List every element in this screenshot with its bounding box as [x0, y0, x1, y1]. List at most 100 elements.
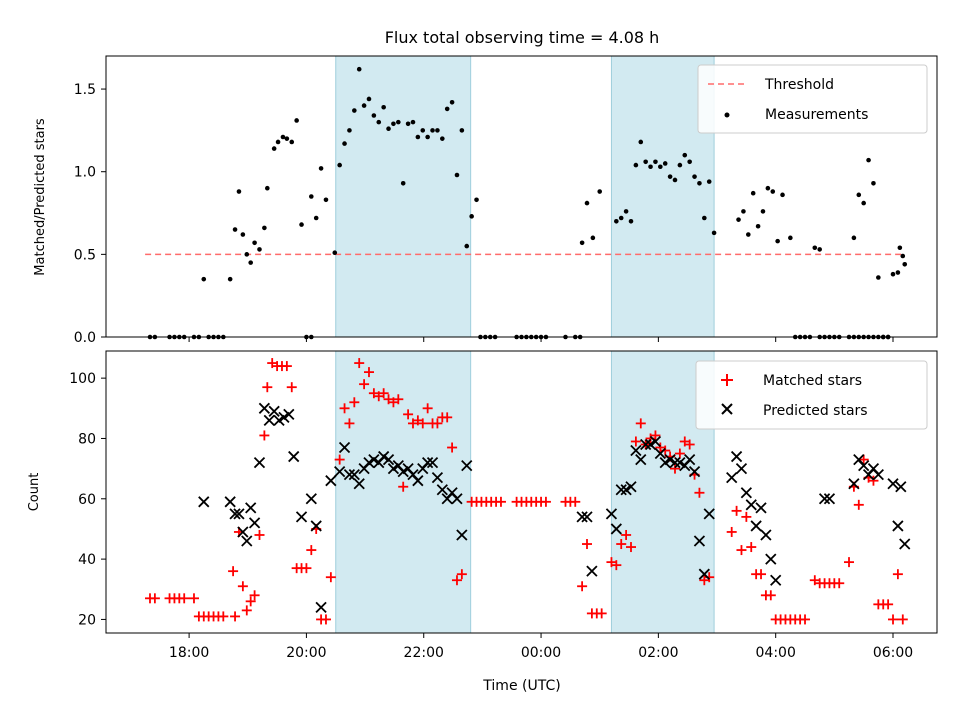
predicted-point — [245, 502, 257, 514]
predicted-point — [456, 529, 468, 541]
measurement-point — [662, 161, 668, 166]
predicted-point — [649, 435, 662, 448]
predicted-point — [224, 496, 236, 508]
measurement-point — [454, 172, 460, 178]
measurement-point — [861, 200, 866, 206]
predicted-point — [630, 444, 642, 457]
predicted-point — [895, 481, 907, 493]
matched-point — [218, 611, 229, 622]
predicted-point — [625, 481, 637, 493]
matched-point — [746, 542, 757, 553]
measurement-point — [464, 243, 470, 249]
matched-point — [756, 569, 767, 580]
matched-point — [259, 430, 270, 441]
measurement-point — [643, 159, 648, 165]
measurement-point — [770, 189, 776, 194]
measurement-point — [236, 189, 242, 194]
measurement-point — [741, 209, 746, 214]
legend-predicted-label: Predicted stars — [763, 403, 868, 419]
matched-point — [249, 590, 260, 601]
predicted-point — [248, 517, 261, 529]
predicted-point — [693, 535, 706, 547]
measurement-point — [638, 139, 644, 145]
matched-point — [834, 578, 845, 589]
measurement-point — [232, 227, 238, 232]
measurement-point — [366, 96, 372, 102]
predicted-point — [684, 453, 696, 466]
predicted-point — [755, 502, 767, 514]
predicted-point — [823, 493, 836, 505]
measurement-point — [252, 240, 257, 246]
measurement-point — [706, 179, 712, 184]
y-tick-label: 0.0 — [74, 330, 96, 346]
x-tick-label: 00:00 — [521, 645, 561, 661]
measurement-point — [376, 119, 382, 125]
measurement-point — [788, 235, 793, 241]
x-tick-label: 04:00 — [756, 645, 796, 661]
matched-point — [635, 418, 646, 429]
measurement-point — [289, 139, 295, 145]
measurement-point — [459, 128, 465, 133]
matched-point — [892, 569, 903, 580]
measurement-point — [871, 180, 876, 186]
matched-point — [669, 463, 680, 474]
predicted-point — [451, 493, 463, 505]
matched-point — [883, 599, 894, 610]
measurement-point — [332, 250, 338, 255]
predicted-point — [263, 414, 275, 427]
x-tick-label: 18:00 — [169, 645, 209, 661]
predicted-point — [268, 405, 280, 417]
predicted-point — [688, 466, 701, 478]
measurement-point — [746, 232, 751, 237]
panel-ratio: 0.0 0.5 1.0 1.5 Matched/Predicted stars Thr… — [33, 55, 938, 346]
measurement-point — [687, 159, 692, 165]
measurement-point — [653, 159, 658, 165]
matched-point — [237, 581, 248, 592]
measurement-point — [265, 185, 270, 191]
measurement-point — [692, 174, 697, 179]
predicted-point — [295, 511, 308, 523]
predicted-point — [730, 450, 743, 463]
observing-window — [610, 55, 715, 338]
top-legend: Threshold Measurements — [697, 64, 928, 134]
measurement-point — [890, 271, 896, 277]
matched-point — [868, 475, 879, 486]
predicted-point — [586, 565, 598, 577]
matched-point — [660, 445, 671, 456]
predicted-point — [735, 462, 748, 475]
measurement-point — [391, 121, 396, 127]
matched-point — [684, 439, 695, 450]
measurement-point — [658, 164, 663, 170]
measurement-point — [371, 113, 377, 118]
matched-point — [306, 545, 317, 556]
matched-point — [422, 403, 433, 414]
matched-point — [858, 454, 869, 465]
measurement-point — [775, 238, 780, 244]
predicted-point — [899, 538, 911, 550]
matched-point — [674, 448, 685, 459]
measurement-point — [765, 185, 771, 191]
y-tick-label: 20 — [78, 612, 96, 628]
predicted-point — [237, 526, 249, 538]
predicted-point — [605, 508, 618, 520]
legend-threshold-label: Threshold — [764, 77, 834, 93]
measurement-point — [352, 108, 357, 113]
measurement-point — [244, 252, 250, 257]
matched-point — [179, 593, 190, 604]
bottom-legend: Matched stars Predicted stars — [695, 360, 928, 430]
matched-point — [853, 499, 864, 510]
predicted-point — [353, 478, 365, 490]
matched-point — [456, 569, 467, 580]
predicted-point — [241, 535, 253, 547]
matched-point — [596, 608, 607, 619]
matched-point — [339, 403, 350, 414]
measurement-point — [469, 214, 474, 219]
measurement-point — [648, 164, 653, 170]
matched-point — [731, 505, 742, 516]
predicted-point — [892, 520, 904, 532]
x-tick-label: 22:00 — [404, 645, 444, 661]
measurement-point — [309, 194, 314, 199]
measurement-point — [420, 128, 426, 133]
matched-point — [241, 605, 252, 616]
top-axes-frame — [105, 55, 938, 338]
